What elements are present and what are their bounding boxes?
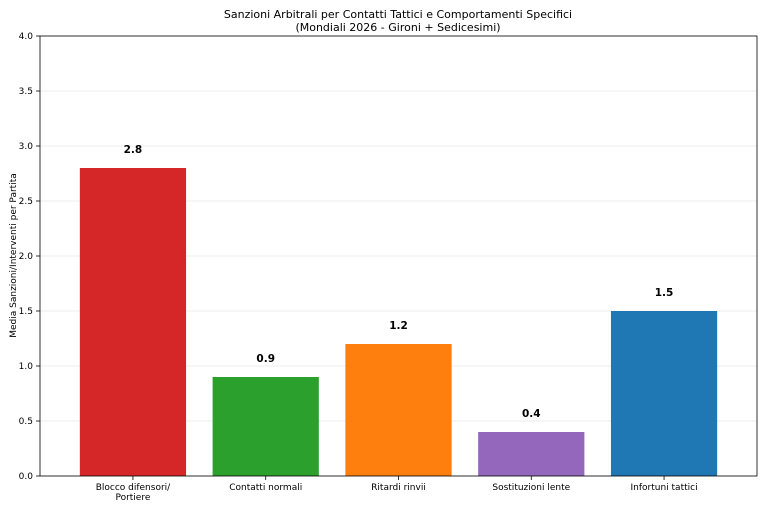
bar-value-label: 2.8 [124, 144, 143, 156]
chart-title: Sanzioni Arbitrali per Contatti Tattici … [224, 8, 572, 21]
bar-value-label: 0.4 [522, 408, 541, 420]
bar-value-label: 1.5 [655, 287, 674, 299]
x-tick-label: Blocco difensori/ [96, 483, 171, 493]
x-tick-label: Ritardi rinvii [371, 483, 426, 493]
y-tick-label: 1.0 [19, 362, 34, 372]
bar-value-label: 0.9 [256, 353, 275, 365]
x-tick-label: Contatti normali [229, 483, 302, 493]
bar-value-label: 1.2 [389, 320, 408, 332]
y-tick-label: 2.5 [19, 197, 33, 207]
y-tick-label: 0.0 [19, 472, 34, 482]
y-tick-label: 1.5 [19, 307, 33, 317]
x-axis-ticks: Blocco difensori/Portiere Contatti normal… [96, 476, 698, 503]
y-tick-label: 2.0 [19, 252, 34, 262]
chart-subtitle: (Mondiali 2026 - Gironi + Sedicesimi) [295, 21, 500, 34]
plot-frame [39, 35, 758, 477]
y-axis-ticks: 0.0 0.5 1.0 1.5 2.0 2.5 3.0 3.5 4.0 [19, 32, 40, 482]
x-tick-label: Infortuni tattici [631, 483, 698, 493]
bar [478, 432, 585, 476]
bars: 2.8 0.9 1.2 0.4 1.5 [79, 144, 718, 476]
bar [212, 377, 319, 476]
y-tick-label: 0.5 [19, 417, 33, 427]
y-tick-label: 4.0 [19, 32, 34, 42]
bar [610, 311, 718, 476]
y-tick-label: 3.5 [19, 87, 33, 97]
x-tick-label: Portiere [115, 493, 150, 503]
bar [345, 344, 452, 476]
x-tick-label: Sostituzioni lente [492, 483, 570, 493]
bar [79, 168, 187, 476]
y-tick-label: 3.0 [19, 142, 34, 152]
y-axis-label: Media Sanzioni/Interventi per Partita [9, 173, 19, 338]
